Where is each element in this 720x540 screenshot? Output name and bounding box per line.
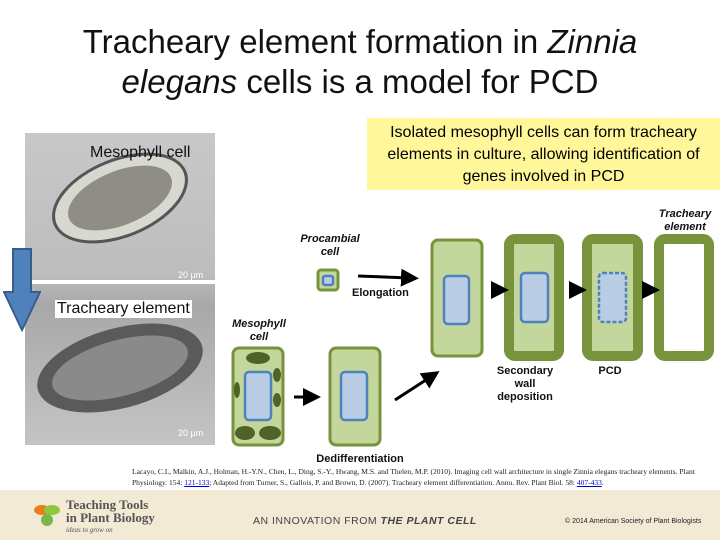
scale-bar-label: 20 µm (178, 428, 204, 438)
callout-box: Isolated mesophyll cells can form trache… (367, 118, 720, 190)
tracheary-element-label: Tracheary element (658, 208, 712, 233)
dedifferentiation-label: Dedifferentiation (316, 453, 404, 465)
innovation-text: AN INNOVATION FROM THE PLANT CELL (253, 515, 477, 527)
title-text: cells is a model for PCD (237, 63, 599, 100)
leaf-logo-icon (34, 505, 60, 526)
secondary-wall-label: Secondary wall deposition (496, 365, 554, 403)
mesophyll-label: Mesophyll cell (232, 318, 286, 343)
title-italic: Zinnia (547, 23, 638, 60)
citation-text: Lacayo, C.I., Malkin, A.J., Holman, H.-Y… (132, 467, 695, 487)
title-italic: elegans (121, 63, 238, 100)
citation: Lacayo, C.I., Malkin, A.J., Holman, H.-Y… (132, 466, 702, 488)
logo-tagline: ideas to grow on (66, 526, 113, 534)
pcd-label: PCD (598, 365, 622, 377)
logo-line: Teaching Tools (66, 497, 149, 512)
tracheary-element-cell (654, 234, 714, 361)
innovation-prefix: AN INNOVATION FROM (253, 515, 381, 527)
citation-link[interactable]: 121-133 (184, 478, 210, 487)
logo-text: Teaching Tools in Plant Biology ideas to g… (66, 498, 155, 537)
title-text: Tracheary element formation in (82, 23, 548, 60)
logo-line: in Plant Biology (66, 510, 155, 525)
citation-text: ; Adapted from Turner, S., Gallois, P. a… (209, 478, 577, 487)
micrograph-cells (25, 152, 215, 413)
procambial-label: Procambial cell (300, 233, 360, 258)
copyright: © 2014 American Society of Plant Biologi… (565, 518, 702, 525)
tracheary-photo-label: Tracheary element (55, 300, 192, 318)
footer-bar: Teaching Tools in Plant Biology ideas to g… (0, 490, 720, 540)
down-arrow-icon (3, 248, 41, 332)
citation-link[interactable]: 407-433 (576, 478, 602, 487)
slide-title: Tracheary element formation in Zinnia ele… (0, 22, 720, 102)
citation-text: . (601, 478, 604, 487)
elongation-label: Elongation (352, 287, 409, 299)
mesophyll-photo-label: Mesophyll cell (90, 144, 191, 161)
plant-cell-name: THE PLANT CELL (380, 515, 477, 527)
micrograph (25, 133, 215, 445)
scale-bar-label: 20 µm (178, 270, 204, 280)
